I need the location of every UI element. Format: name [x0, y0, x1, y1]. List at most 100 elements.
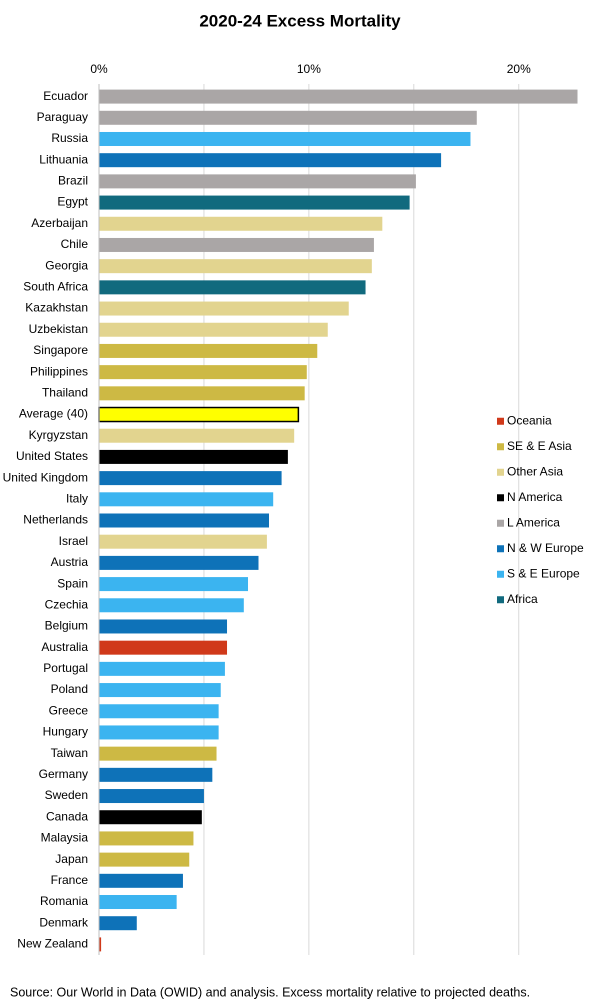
- legend-label: Oceania: [507, 413, 552, 427]
- y-tick-label: Paraguay: [37, 110, 88, 124]
- y-tick-label: Austria: [51, 555, 89, 569]
- x-tick-label: 20%: [507, 62, 531, 76]
- bar: [99, 428, 295, 443]
- legend-swatch: [497, 570, 504, 578]
- y-tick-label: Canada: [46, 809, 88, 823]
- bar: [99, 577, 249, 592]
- bar: [99, 153, 442, 168]
- legend-label: Other Asia: [507, 464, 563, 478]
- legend-label: Africa: [507, 592, 538, 606]
- legend-swatch: [497, 417, 504, 425]
- y-tick-label: Egypt: [57, 195, 88, 209]
- bar: [99, 131, 471, 146]
- y-tick-label: Netherlands: [23, 513, 88, 527]
- bar: [99, 322, 328, 337]
- y-tick-label: Poland: [51, 682, 88, 696]
- legend-label: N America: [507, 490, 563, 504]
- y-tick-label: Israel: [59, 534, 88, 548]
- bar: [99, 174, 416, 189]
- legend-label: SE & E Asia: [507, 439, 572, 453]
- legend-swatch: [497, 468, 504, 476]
- y-tick-label: France: [51, 873, 89, 887]
- bar: [99, 916, 137, 931]
- source-note: Source: Our World in Data (OWID) and ana…: [10, 985, 530, 999]
- bar: [99, 195, 410, 210]
- bar: [99, 471, 282, 486]
- y-tick-label: Average (40): [19, 407, 88, 421]
- y-tick-label: United Kingdom: [3, 470, 88, 484]
- y-tick-label: Ecuador: [43, 89, 88, 103]
- y-tick-label: Sweden: [45, 788, 88, 802]
- y-tick-label: Georgia: [45, 258, 88, 272]
- bar: [99, 746, 217, 761]
- legend-swatch: [497, 443, 504, 451]
- y-tick-label: Spain: [57, 576, 88, 590]
- bar: [99, 789, 204, 804]
- bar: [99, 449, 288, 464]
- bar: [99, 513, 269, 528]
- y-tick-label: New Zealand: [17, 937, 88, 951]
- bar: [99, 831, 194, 846]
- bar: [99, 683, 221, 698]
- bar: [99, 873, 183, 888]
- y-tick-label: Italy: [66, 491, 88, 505]
- x-tick-label: 10%: [297, 62, 321, 76]
- legend-label: N & W Europe: [507, 541, 584, 555]
- bar: [99, 110, 477, 125]
- y-tick-label: Germany: [39, 767, 88, 781]
- y-tick-label: Uzbekistan: [29, 322, 88, 336]
- legend-swatch: [497, 596, 504, 604]
- y-tick-label: Denmark: [39, 915, 89, 929]
- legend-swatch: [497, 545, 504, 553]
- bar: [99, 301, 349, 316]
- legend-swatch: [497, 519, 504, 527]
- bar: [99, 555, 259, 570]
- bar: [99, 619, 228, 634]
- y-tick-label: Kazakhstan: [25, 301, 88, 315]
- legend-swatch: [497, 494, 504, 502]
- y-tick-label: Romania: [40, 894, 88, 908]
- y-tick-label: Australia: [41, 640, 88, 654]
- y-tick-label: Malaysia: [41, 831, 89, 845]
- bar: [99, 216, 383, 231]
- y-tick-label: Singapore: [33, 343, 88, 357]
- y-tick-label: United States: [16, 449, 88, 463]
- y-tick-label: Japan: [55, 852, 88, 866]
- bar: [99, 661, 225, 676]
- chart-title: 2020-24 Excess Mortality: [199, 11, 401, 30]
- bar: [99, 534, 267, 549]
- bar: [99, 280, 366, 295]
- bar: [99, 895, 177, 910]
- bar: [98, 406, 300, 423]
- bar: [99, 937, 102, 952]
- y-tick-label: Brazil: [58, 174, 88, 188]
- y-tick-label: South Africa: [23, 280, 88, 294]
- y-tick-label: Russia: [51, 131, 88, 145]
- bar: [99, 852, 190, 867]
- y-tick-label: Taiwan: [51, 746, 88, 760]
- y-tick-label: Greece: [49, 703, 89, 717]
- bar: [99, 386, 305, 401]
- legend-label: L America: [507, 515, 560, 529]
- bar: [99, 767, 213, 782]
- y-tick-label: Chile: [61, 237, 89, 251]
- y-tick-label: Thailand: [42, 386, 88, 400]
- x-tick-label: 0%: [90, 62, 108, 76]
- bar: [99, 640, 228, 655]
- y-tick-label: Czechia: [45, 597, 89, 611]
- bar: [99, 259, 372, 274]
- bar: [99, 237, 374, 252]
- bar: [99, 89, 578, 104]
- y-tick-label: Azerbaijan: [31, 216, 88, 230]
- bar: [99, 810, 202, 825]
- bar: [99, 365, 307, 380]
- y-tick-label: Belgium: [45, 619, 88, 633]
- bar: [99, 598, 244, 613]
- y-tick-label: Hungary: [43, 725, 88, 739]
- y-tick-label: Lithuania: [39, 152, 88, 166]
- y-tick-label: Portugal: [43, 661, 88, 675]
- y-tick-label: Philippines: [30, 364, 88, 378]
- legend-label: S & E Europe: [507, 566, 580, 580]
- bar: [99, 492, 274, 507]
